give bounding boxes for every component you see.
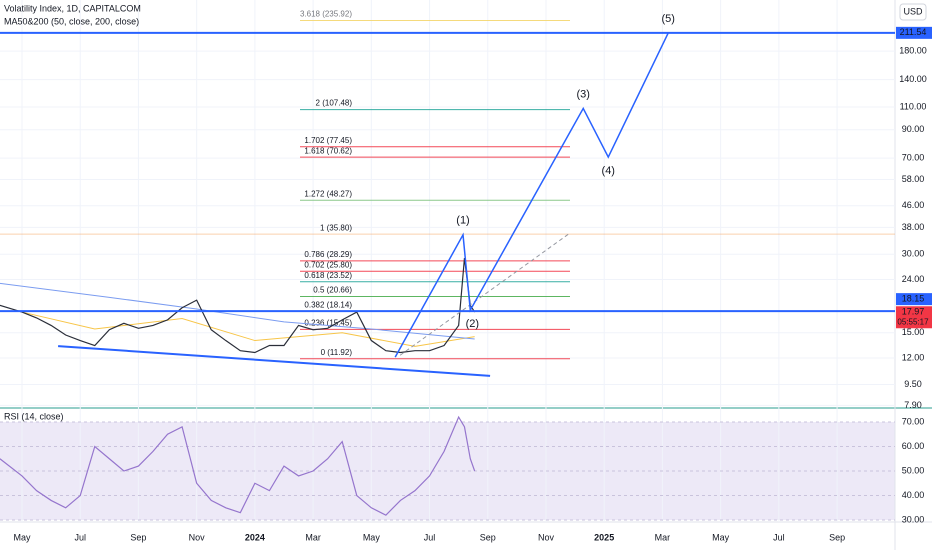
x-tick-label: 2025 xyxy=(594,532,614,542)
price-label-box xyxy=(896,26,932,39)
rsi-tick-label: 40.00 xyxy=(902,490,925,500)
price-line xyxy=(0,257,476,354)
fib-label: 0 (11.92) xyxy=(321,348,353,357)
rsi-tick-label: 30.00 xyxy=(902,514,925,524)
x-tick-label: Nov xyxy=(538,532,555,542)
fib-label: 1.618 (70.62) xyxy=(304,146,352,155)
y-tick-label: 30.00 xyxy=(902,249,925,259)
x-tick-label: Sep xyxy=(480,532,496,542)
wave-label: (1) xyxy=(456,215,469,227)
y-tick-label: 9.50 xyxy=(904,379,922,389)
fib-label: 0.5 (20.66) xyxy=(313,286,352,295)
rsi-tick-label: 50.00 xyxy=(902,465,925,475)
x-tick-label: Sep xyxy=(829,532,845,542)
y-tick-label: 12.00 xyxy=(902,352,925,362)
currency[interactable]: USD xyxy=(903,6,923,16)
currency-button[interactable] xyxy=(899,3,927,21)
fib-label: 0.236 (15.45) xyxy=(304,318,352,327)
x-tick-label: Mar xyxy=(305,532,321,542)
price-label: 17.97 xyxy=(902,307,925,317)
wave-label: (5) xyxy=(662,13,675,25)
price-label-box xyxy=(896,293,932,306)
wave-label: (4) xyxy=(602,165,615,177)
fib-label: 0.618 (23.52) xyxy=(304,271,352,280)
fib-label: 1 (35.80) xyxy=(320,223,352,232)
y-tick-label: 24.00 xyxy=(902,274,925,284)
y-tick-label: 58.00 xyxy=(902,174,925,184)
rsi-title: RSI (14, close) xyxy=(4,411,64,421)
fib-label: 0.786 (28.29) xyxy=(304,250,352,259)
x-tick-label: Jul xyxy=(773,532,785,542)
fib-label: 1.702 (77.45) xyxy=(304,136,352,145)
x-tick-label: Jul xyxy=(74,532,86,542)
y-tick-label: 90.00 xyxy=(902,124,925,134)
y-tick-label: 15.00 xyxy=(902,327,925,337)
fib-label: 3.618 (235.92) xyxy=(300,10,352,19)
x-tick-label: Mar xyxy=(655,532,671,542)
y-tick-label: 7.90 xyxy=(904,400,922,410)
y-tick-label: 38.00 xyxy=(902,222,925,232)
y-tick-label: 110.00 xyxy=(900,101,927,111)
x-tick-label: May xyxy=(13,532,31,542)
x-tick-label: 2024 xyxy=(245,532,265,542)
countdown: 05:55:17 xyxy=(897,317,929,326)
y-tick-label: 46.00 xyxy=(902,200,925,210)
x-tick-label: May xyxy=(363,532,381,542)
price-label-box xyxy=(896,306,932,329)
chart-title: Volatility Index, 1D, CAPITALCOM xyxy=(4,3,141,13)
x-tick-label: Sep xyxy=(130,532,146,542)
wave-projection xyxy=(394,32,669,358)
rsi-tick-label: 70.00 xyxy=(902,416,925,426)
wave-label: (2) xyxy=(466,318,479,330)
y-tick-label: 140.00 xyxy=(899,74,927,84)
fib-label: 2 (107.48) xyxy=(316,99,353,108)
wave-label: (3) xyxy=(577,88,590,100)
moving-average xyxy=(21,311,475,347)
fib-label: 0.382 (18.14) xyxy=(304,300,352,309)
moving-average xyxy=(0,282,475,340)
price-label: 18.15 xyxy=(902,294,925,304)
fib-label: 0.702 (25.80) xyxy=(304,260,352,269)
rsi-tick-label: 60.00 xyxy=(902,441,925,451)
support-line xyxy=(58,345,491,377)
y-tick-label: 180.00 xyxy=(899,46,927,56)
x-tick-label: May xyxy=(712,532,730,542)
indicator-label: MA50&200 (50, close, 200, close) xyxy=(4,16,139,26)
fib-label: 1.272 (48.27) xyxy=(304,189,352,198)
x-tick-label: Nov xyxy=(189,532,206,542)
y-tick-label: 70.00 xyxy=(902,153,925,163)
rsi-line xyxy=(0,415,476,516)
x-tick-label: Jul xyxy=(424,532,436,542)
price-label: 211.54 xyxy=(900,27,927,37)
